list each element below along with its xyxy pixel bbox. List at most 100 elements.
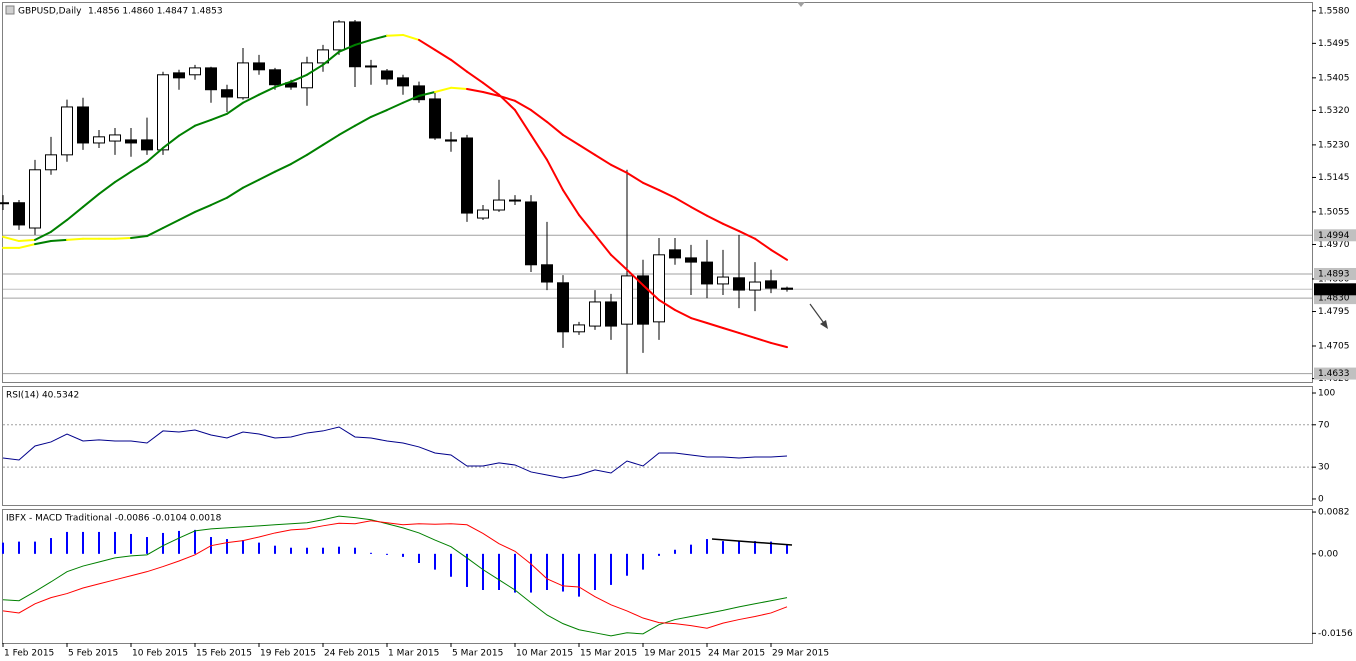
x-tick-label: 15 Mar 2015 — [580, 649, 637, 659]
x-tick-label: 5 Mar 2015 — [452, 649, 503, 659]
moving-average-segment — [274, 80, 292, 89]
y-tick-label: 1.5230 — [1318, 140, 1350, 150]
moving-average-segment — [146, 146, 164, 163]
macd-panel — [2, 509, 1313, 644]
moving-average-segment — [242, 178, 260, 189]
y-tick-label: 1.4795 — [1318, 307, 1350, 317]
moving-average-segment — [98, 181, 116, 195]
moving-average-segment — [530, 109, 548, 123]
moving-average-segment — [162, 134, 180, 149]
moving-average-segment — [178, 210, 196, 221]
candle-body — [333, 21, 345, 51]
candle-body — [61, 106, 73, 156]
price-label: 1.4893 — [1318, 269, 1350, 279]
price-label-box — [1314, 283, 1356, 296]
candle-body — [653, 254, 665, 323]
x-tick-label: 29 Mar 2015 — [772, 649, 829, 659]
moving-average-segment — [354, 38, 372, 46]
moving-average-segment — [722, 326, 740, 334]
moving-average-segment — [50, 218, 68, 233]
rsi-line — [2, 426, 788, 479]
candle-body — [93, 136, 105, 144]
moving-average-segment — [354, 115, 372, 127]
moving-average-segment — [370, 34, 388, 41]
moving-average-segment — [34, 230, 52, 241]
y-tick-label: 1.5055 — [1318, 207, 1350, 217]
price-label: 1.4994 — [1318, 231, 1350, 241]
candle-body — [221, 89, 233, 98]
moving-average-segment — [322, 133, 340, 146]
candle-body — [13, 202, 25, 226]
candle-body — [541, 264, 553, 283]
moving-average-segment — [82, 192, 100, 208]
candle-body — [77, 106, 89, 144]
moving-average-segment — [466, 87, 484, 94]
moving-average-segment — [162, 218, 180, 230]
candle-body — [733, 277, 745, 291]
moving-average-segment — [658, 299, 676, 311]
moving-average-segment — [466, 70, 484, 84]
y-tick-label: 1.4705 — [1318, 341, 1350, 351]
trend-line — [711, 538, 793, 546]
moving-average-segment — [66, 237, 84, 241]
candle-body — [557, 282, 569, 333]
main-panel — [2, 2, 1313, 383]
moving-average-segment — [674, 308, 692, 320]
moving-average-segment — [562, 189, 580, 216]
moving-average-segment — [594, 153, 612, 166]
rsi-panel — [2, 386, 1313, 506]
y-tick-label: 1.4970 — [1318, 240, 1350, 250]
moving-average-segment — [226, 186, 244, 199]
candle-body — [109, 134, 121, 142]
candle-body — [173, 72, 185, 79]
moving-average-segment — [418, 38, 436, 51]
macd-line — [2, 515, 788, 637]
candle-body — [269, 69, 281, 86]
moving-average-segment — [674, 196, 692, 208]
moving-average-segment — [562, 133, 580, 146]
moving-average-segment — [770, 248, 788, 261]
moving-average-segment — [626, 171, 644, 184]
moving-average-segment — [194, 204, 212, 213]
moving-average-segment — [210, 112, 228, 121]
moving-average-segment — [50, 238, 68, 243]
y-tick-label: 1.5580 — [1318, 6, 1350, 16]
x-tick-label: 24 Feb 2015 — [324, 649, 380, 659]
moving-average-segment — [258, 86, 276, 96]
price-label-box — [1314, 367, 1356, 380]
macd-title: IBFX - MACD Traditional -0.0086 -0.0104 … — [6, 514, 222, 524]
moving-average-segment — [242, 93, 260, 104]
y-tick-label: 30 — [1318, 463, 1330, 473]
moving-average-segment — [498, 94, 516, 102]
y-tick-label: 1.5405 — [1318, 73, 1350, 83]
y-tick-label: 1.5495 — [1318, 39, 1350, 49]
price-label: 1.4830 — [1318, 294, 1350, 304]
plot-layer: 1.5580 1.5495 1.5405 1.5320 1.5230 1.5145 1.50… — [0, 6, 1356, 659]
arrow-head — [820, 320, 828, 329]
candle-body — [605, 301, 617, 327]
candle-body — [637, 275, 649, 325]
moving-average-segment — [306, 63, 324, 76]
x-tick-label: 1 Feb 2015 — [4, 649, 54, 659]
candle-body — [493, 199, 505, 211]
candle-body — [749, 281, 761, 291]
moving-average-segment — [178, 124, 196, 137]
candle-body — [717, 276, 729, 285]
moving-average-segment — [226, 101, 244, 115]
moving-average-segment — [274, 163, 292, 173]
moving-average-segment — [338, 124, 356, 136]
moving-average-segment — [610, 253, 628, 271]
x-tick-label: 10 Mar 2015 — [516, 649, 573, 659]
moving-average-segment — [34, 240, 52, 246]
shift-marker — [797, 2, 805, 7]
moving-average-segment — [706, 214, 724, 225]
y-tick-label: 0 — [1318, 494, 1324, 504]
moving-average-segment — [194, 118, 212, 127]
moving-average-segment — [642, 284, 660, 302]
candle-body — [445, 139, 457, 142]
candle-body — [701, 261, 713, 285]
moving-average-segment — [114, 170, 132, 184]
candle-body — [429, 98, 441, 139]
